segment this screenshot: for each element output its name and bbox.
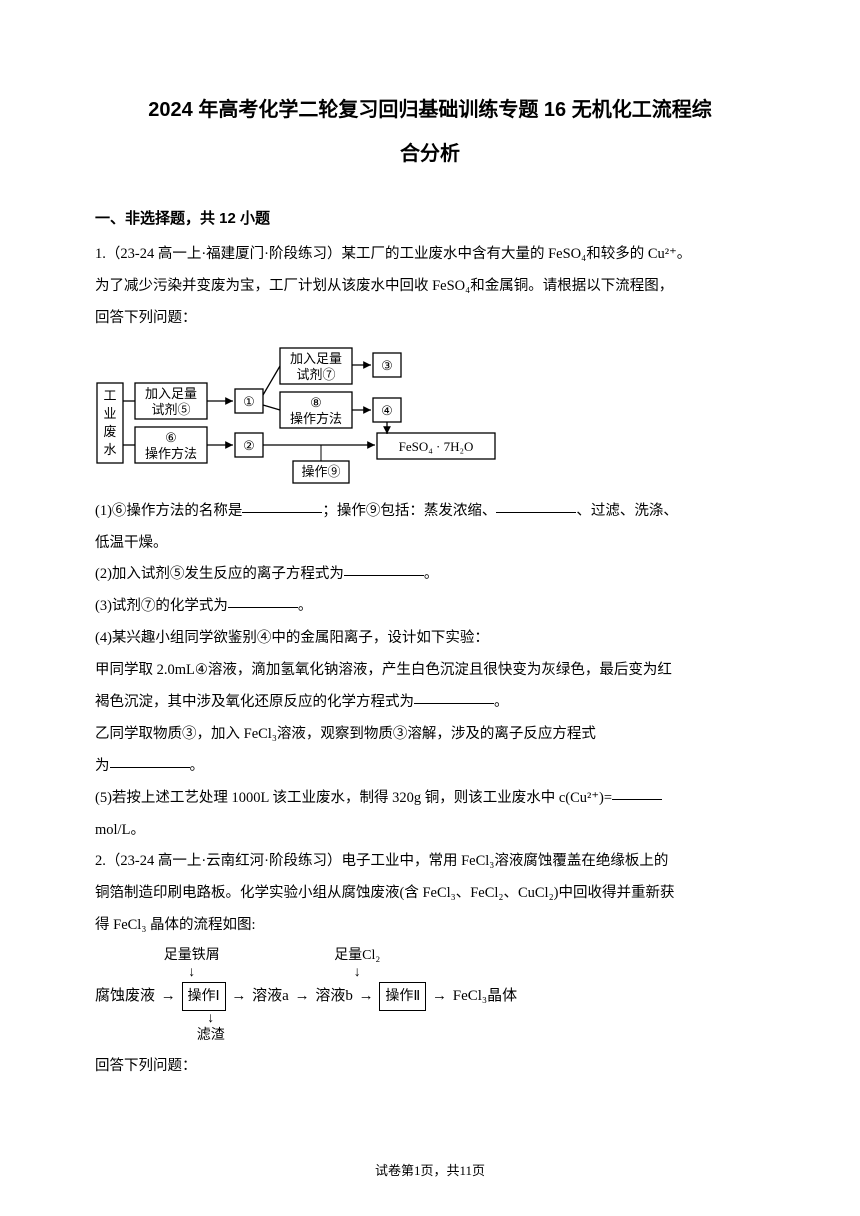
page-title-line2: 合分析 <box>95 134 765 174</box>
svg-text:⑧: ⑧ <box>310 395 322 410</box>
arrow-icon: → <box>161 983 176 1010</box>
q1-intro-line2: 为了减少污染并变废为宝，工厂计划从该废水中回收 FeSO₄和金属铜。请根据以下流… <box>95 271 765 303</box>
svg-text:操作方法: 操作方法 <box>145 446 197 461</box>
blank <box>496 498 576 513</box>
svg-text:水: 水 <box>103 442 116 457</box>
svg-text:④: ④ <box>381 403 393 418</box>
svg-text:③: ③ <box>381 358 393 373</box>
q1-sub1-c: 、过滤、洗涤、 <box>576 503 678 519</box>
q1-sub1-a: (1)⑥操作方法的名称是 <box>95 503 242 519</box>
flow-top-left: 足量铁屑 <box>164 948 220 963</box>
svg-text:操作⑨: 操作⑨ <box>301 464 340 479</box>
q1-sub2-a: (2)加入试剂⑤发生反应的离子方程式为 <box>95 566 344 582</box>
svg-text:试剂⑦: 试剂⑦ <box>296 367 335 382</box>
blank <box>242 498 322 513</box>
flow-start: 腐蚀废液 <box>95 988 155 1004</box>
svg-text:工: 工 <box>103 388 116 403</box>
page-title-line1: 2024 年高考化学二轮复习回归基础训练专题 16 无机化工流程综 <box>95 90 765 130</box>
svg-text:加入足量: 加入足量 <box>290 351 342 366</box>
q1-sub4d: 为。 <box>95 751 765 783</box>
arrow-icon: → <box>432 983 447 1010</box>
q1-sub2-b: 。 <box>424 566 439 582</box>
svg-text:②: ② <box>243 438 255 453</box>
arrow-icon: → <box>359 983 374 1010</box>
svg-text:FeSO₄ · 7H₂O: FeSO₄ · 7H₂O <box>399 439 474 454</box>
section-heading: 一、非选择题，共 12 小题 <box>95 202 765 235</box>
q1-sub4: (4)某兴趣小组同学欲鉴别④中的金属阳离子，设计如下实验： <box>95 623 765 655</box>
flow-solA: 溶液a <box>252 988 289 1004</box>
q1-sub5: (5)若按上述工艺处理 1000L 该工业废水，制得 320g 铜，则该工业废水… <box>95 783 765 815</box>
svg-text:⑥: ⑥ <box>165 430 177 445</box>
blank <box>414 690 494 705</box>
blank <box>228 594 298 609</box>
q1-sub1: (1)⑥操作方法的名称是 ；操作⑨包括：蒸发浓缩、 、过滤、洗涤、 <box>95 496 765 528</box>
q1-flow-diagram: 工 业 废 水 加入足量 试剂⑤ ⑥ 操作方法 ① ② 加入足量 试剂⑦ ⑧ 操… <box>95 343 765 488</box>
blank <box>110 753 190 768</box>
q1-sub1-b: ；操作⑨包括：蒸发浓缩、 <box>322 503 496 519</box>
q1-intro-line3: 回答下列问题： <box>95 303 765 335</box>
q1-sub4d-b: 。 <box>190 758 205 774</box>
q1-sub5b: mol/L。 <box>95 815 765 847</box>
flow-product: FeCl₃晶体 <box>453 988 517 1004</box>
flow-solB: 溶液b <box>315 988 353 1004</box>
q1-sub3-b: 。 <box>298 598 313 614</box>
svg-text:试剂⑤: 试剂⑤ <box>151 402 190 417</box>
q2-intro-line2: 铜箔制造印刷电路板。化学实验小组从腐蚀废液(含 FeCl₃、FeCl₂、CuCl… <box>95 878 765 910</box>
q1-sub4a: 甲同学取 2.0mL④溶液，滴加氢氧化钠溶液，产生白色沉淀且很快变为灰绿色，最后… <box>95 655 765 687</box>
q2-tail: 回答下列问题： <box>95 1051 765 1083</box>
page-footer: 试卷第1页，共11页 <box>0 1157 860 1186</box>
q1-intro-line1: 1.（23-24 高一上·福建厦门·阶段练习）某工厂的工业废水中含有大量的 Fe… <box>95 239 765 271</box>
svg-text:加入足量: 加入足量 <box>145 386 197 401</box>
q1-sub3-a: (3)试剂⑦的化学式为 <box>95 598 228 614</box>
q2-intro-line1: 2.（23-24 高一上·云南红河·阶段练习）电子工业中，常用 FeCl₃溶液腐… <box>95 846 765 878</box>
q1-sub5-a: (5)若按上述工艺处理 1000L 该工业废水，制得 320g 铜，则该工业废水… <box>95 790 612 806</box>
svg-text:①: ① <box>243 394 255 409</box>
q2-intro-line3: 得 FeCl₃ 晶体的流程如图: <box>95 910 765 942</box>
flow-top-right: 足量Cl₂ <box>334 948 380 963</box>
blank <box>344 562 424 577</box>
svg-text:废: 废 <box>103 424 116 439</box>
flow-residue: 滤渣 <box>197 1028 225 1043</box>
q1-sub4c: 乙同学取物质③，加入 FeCl₃溶液，观察到物质③溶解，涉及的离子反应方程式 <box>95 719 765 751</box>
q1-sub4b-a: 褐色沉淀，其中涉及氧化还原反应的化学方程式为 <box>95 694 414 710</box>
q1-sub4d-a: 为 <box>95 758 110 774</box>
q1-sub4b-b: 。 <box>494 694 509 710</box>
flow-op1: 操作Ⅰ <box>182 982 226 1011</box>
q1-sub2: (2)加入试剂⑤发生反应的离子方程式为 。 <box>95 559 765 591</box>
q1-sub3: (3)试剂⑦的化学式为 。 <box>95 591 765 623</box>
svg-text:业: 业 <box>103 406 116 421</box>
svg-text:操作方法: 操作方法 <box>290 411 342 426</box>
q2-flow-diagram: 足量铁屑↓ 足量Cl₂↓ 腐蚀废液 → 操作Ⅰ → 溶液a → 溶液b → 操作… <box>95 948 765 1044</box>
q1-sub1-cont: 低温干燥。 <box>95 528 765 560</box>
flow-op2: 操作Ⅱ <box>379 982 426 1011</box>
arrow-icon: → <box>295 983 310 1010</box>
q1-sub4b: 褐色沉淀，其中涉及氧化还原反应的化学方程式为 。 <box>95 687 765 719</box>
arrow-icon: → <box>231 983 246 1010</box>
blank <box>612 785 662 800</box>
